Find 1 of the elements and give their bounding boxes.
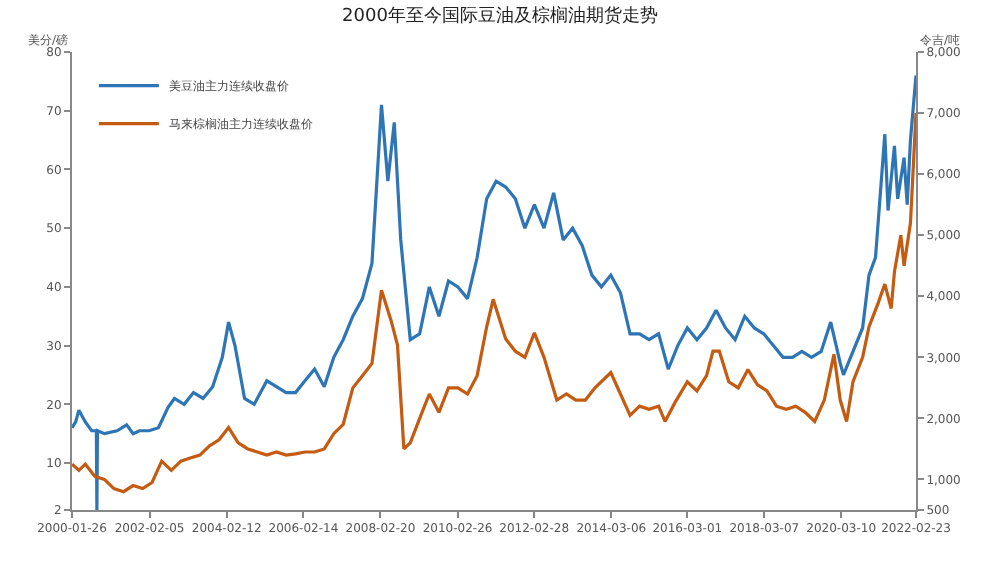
chart-title: 2000年至今国际豆油及棕榈油期货走势 bbox=[342, 5, 658, 28]
